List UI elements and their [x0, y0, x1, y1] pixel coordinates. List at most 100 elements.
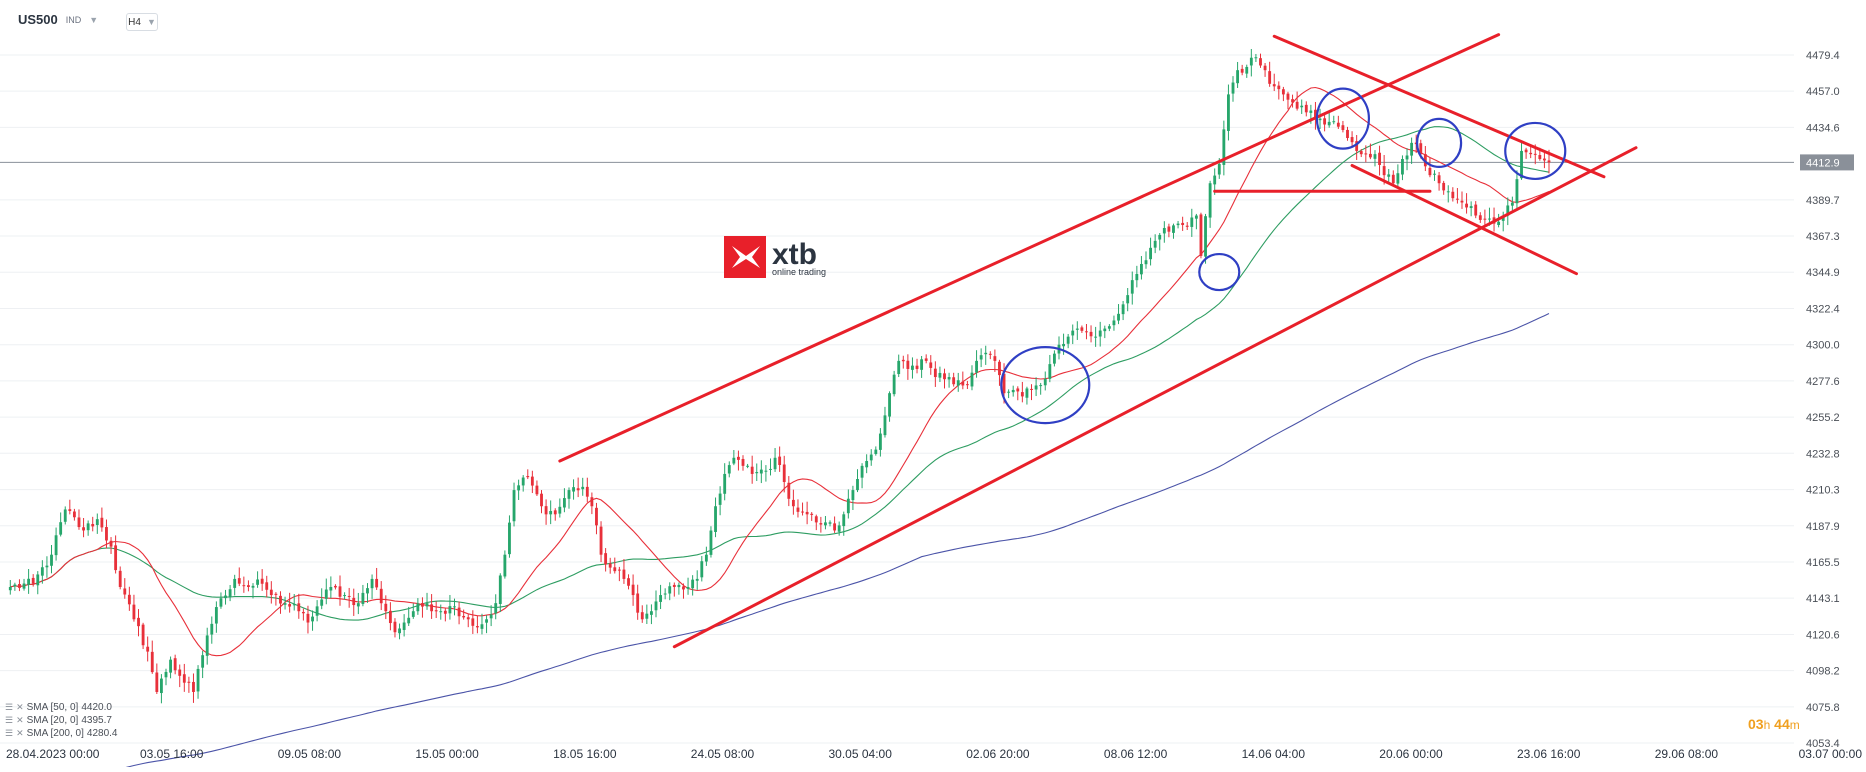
- candle-body: [741, 458, 745, 466]
- indicator-row[interactable]: ☰ ✕ SMA [200, 0] 4280.4: [5, 727, 117, 740]
- menu-icon[interactable]: ☰: [5, 702, 14, 712]
- candle-body: [260, 578, 264, 584]
- candle-body: [485, 619, 488, 623]
- candle-body: [228, 589, 232, 597]
- candle-body: [654, 601, 658, 611]
- candle-body: [338, 586, 342, 597]
- candle-body: [649, 611, 653, 615]
- candle-body: [150, 651, 154, 673]
- menu-icon[interactable]: ☰: [5, 728, 14, 738]
- candle-body: [622, 569, 626, 579]
- candle-body: [810, 513, 814, 515]
- candle-body: [283, 603, 287, 605]
- candle-body: [146, 646, 150, 652]
- x-tick-label: 18.05 16:00: [553, 747, 617, 761]
- candle-body: [888, 393, 891, 417]
- candle-body: [782, 464, 786, 483]
- chevron-down-icon: ▼: [146, 17, 156, 27]
- candle-body: [443, 610, 447, 614]
- timeframe-select[interactable]: H4 ▼: [126, 13, 158, 31]
- candle-body: [906, 360, 910, 369]
- chevron-down-icon[interactable]: ▼: [89, 14, 99, 25]
- candle-body: [1002, 373, 1006, 394]
- countdown-hours-unit: h: [1763, 718, 1771, 732]
- candle-body: [1460, 200, 1464, 203]
- candle-body: [118, 570, 122, 587]
- candle-body: [292, 604, 296, 606]
- close-icon[interactable]: ✕: [16, 715, 24, 725]
- countdown-hours: 03: [1748, 716, 1764, 732]
- candle-body: [1300, 105, 1304, 108]
- close-icon[interactable]: ✕: [16, 728, 24, 738]
- indicator-label: SMA [200, 0]: [26, 728, 84, 739]
- candle-body: [1538, 155, 1542, 160]
- candle-body: [1222, 129, 1226, 165]
- x-icon: [732, 246, 760, 268]
- candle-body: [475, 626, 479, 628]
- candle-body: [1043, 378, 1047, 386]
- candle-body: [1089, 331, 1093, 337]
- grid: [0, 54, 1794, 744]
- candle-body: [750, 466, 754, 474]
- candle-body: [787, 482, 791, 499]
- indicator-value: 4280.4: [86, 728, 118, 739]
- indicator-row[interactable]: ☰ ✕ SMA [20, 0] 4395.7: [5, 714, 117, 727]
- candle-body: [686, 586, 690, 589]
- candle-body: [1291, 99, 1294, 103]
- candle-body: [178, 669, 182, 676]
- candle-body: [924, 358, 928, 361]
- candle-body: [842, 514, 846, 527]
- candle-body: [526, 476, 530, 478]
- candle-body: [421, 603, 424, 607]
- candle-body: [68, 509, 72, 512]
- candle-body: [1396, 173, 1400, 184]
- candle-body: [1217, 163, 1221, 175]
- candle-body: [141, 624, 145, 646]
- candle-body: [265, 582, 269, 590]
- highlight-circle: [1198, 252, 1241, 292]
- candle-body: [219, 598, 223, 607]
- candle-body: [682, 586, 685, 590]
- candle-body: [947, 377, 951, 380]
- candle-body: [1135, 273, 1139, 281]
- close-icon[interactable]: ✕: [16, 702, 24, 712]
- candle-body: [1172, 225, 1175, 233]
- x-tick-label: 23.06 16:00: [1517, 747, 1581, 761]
- candle-body: [540, 493, 543, 507]
- channel-upper-trendline: [558, 33, 1501, 463]
- candle-body: [36, 574, 40, 586]
- candle-body: [1158, 234, 1162, 240]
- candle-body: [943, 373, 946, 380]
- countdown-minutes: 44: [1774, 716, 1790, 732]
- candle-body: [498, 575, 502, 604]
- candle-body: [251, 585, 255, 588]
- candle-body: [407, 617, 411, 624]
- x-tick-label: 28.04.2023 00:00: [6, 747, 100, 761]
- timeframe-value: H4: [128, 16, 141, 28]
- candle-body: [824, 522, 827, 526]
- candle-body: [233, 578, 237, 588]
- candle-body: [672, 584, 676, 587]
- candle-body: [640, 612, 644, 620]
- candle-body: [718, 493, 722, 505]
- candle-body: [727, 465, 731, 474]
- y-tick-label: 4300.0: [1806, 340, 1840, 352]
- x-tick-label: 30.05 04:00: [828, 747, 892, 761]
- candle-body: [1350, 137, 1354, 143]
- candle-body: [599, 526, 603, 555]
- candle-body: [1483, 218, 1487, 220]
- symbol-label[interactable]: US500: [18, 12, 58, 27]
- candle-body: [1071, 330, 1075, 336]
- candle-body: [1433, 173, 1436, 175]
- candle-body: [1227, 94, 1230, 131]
- indicator-row[interactable]: ☰ ✕ SMA [50, 0] 4420.0: [5, 701, 117, 714]
- candle-body: [1469, 206, 1473, 209]
- menu-icon[interactable]: ☰: [5, 715, 14, 725]
- candle-body: [1355, 141, 1359, 151]
- candle-body: [173, 658, 177, 671]
- candle-body: [8, 586, 12, 591]
- candle-body: [521, 477, 525, 486]
- candle-body: [1213, 175, 1217, 185]
